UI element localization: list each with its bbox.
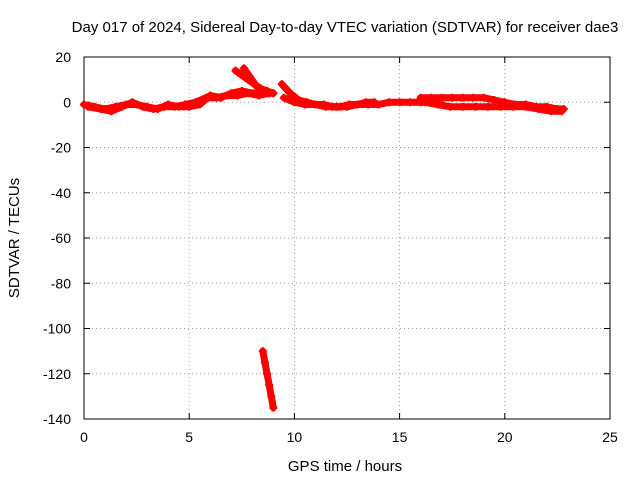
data-point (258, 347, 267, 356)
y-tick-label: -20 (51, 140, 71, 156)
data-points (80, 64, 568, 412)
data-point (149, 105, 158, 114)
data-point (233, 91, 242, 100)
data-point (311, 100, 320, 109)
data-point (483, 102, 492, 111)
data-point (84, 102, 93, 111)
data-point (496, 102, 505, 111)
data-point (437, 93, 446, 102)
data-point (279, 93, 288, 102)
x-axis-ticks: 0 5 10 15 20 25 (80, 57, 618, 445)
y-tick-label: -120 (43, 366, 71, 382)
x-axis-label: GPS time / hours (288, 458, 402, 475)
series-main-band-b (84, 89, 274, 116)
data-point (286, 89, 295, 98)
x-tick-label: 5 (185, 429, 193, 445)
data-point (252, 82, 261, 91)
data-point (490, 95, 499, 104)
data-point (138, 102, 147, 111)
y-tick-label: -40 (51, 185, 71, 201)
data-point (267, 392, 276, 401)
data-point (265, 381, 274, 390)
data-point (170, 102, 179, 111)
data-point (202, 93, 211, 102)
y-axis-ticks: -140 -120 -100 -80 -60 -40 -20 0 20 (43, 49, 610, 427)
chart-title: Day 017 of 2024, Sidereal Day-to-day VTE… (72, 19, 619, 36)
data-point (96, 105, 105, 114)
data-point (345, 100, 354, 109)
data-point (231, 66, 240, 75)
data-point (509, 102, 518, 111)
data-point (361, 98, 370, 107)
data-point (353, 100, 362, 109)
series-band (84, 89, 273, 115)
data-point (294, 95, 303, 104)
data-point (557, 107, 566, 116)
data-point (265, 89, 274, 98)
x-tick-label: 25 (602, 429, 618, 445)
data-point (223, 91, 232, 100)
series-right-band-b (420, 98, 566, 116)
data-point (239, 64, 248, 73)
data-point (458, 102, 467, 111)
data-point (416, 93, 425, 102)
x-tick-label: 0 (80, 429, 88, 445)
data-point (395, 98, 404, 107)
data-point (260, 358, 269, 367)
data-point (521, 102, 530, 111)
data-point (446, 102, 455, 111)
data-point (319, 100, 328, 109)
series-mid-band-b (277, 80, 379, 111)
x-tick-label: 10 (287, 429, 303, 445)
data-point (159, 102, 168, 111)
data-point (303, 98, 312, 107)
y-tick-label: 20 (55, 49, 71, 65)
gridlines (84, 57, 610, 419)
data-point (107, 107, 116, 116)
plot-frame (83, 56, 611, 420)
data-point (117, 102, 126, 111)
data-point (471, 102, 480, 111)
data-point (128, 98, 137, 107)
data-point (385, 98, 394, 107)
y-tick-label: -100 (43, 321, 71, 337)
y-tick-label: 0 (63, 94, 71, 110)
y-tick-label: -140 (43, 411, 71, 427)
data-point (254, 91, 263, 100)
data-point (328, 102, 337, 111)
data-point (479, 93, 488, 102)
data-point (448, 93, 457, 102)
data-point (246, 73, 255, 82)
data-point (258, 86, 267, 95)
data-point (263, 369, 272, 378)
data-point (420, 98, 429, 107)
y-tick-label: -60 (51, 230, 71, 246)
data-point (212, 93, 221, 102)
x-tick-label: 20 (497, 429, 513, 445)
data-point (469, 93, 478, 102)
data-point (277, 80, 286, 89)
data-point (534, 105, 543, 114)
data-point (547, 107, 556, 116)
series-low-cluster (258, 347, 278, 412)
y-tick-label: -80 (51, 275, 71, 291)
data-point (191, 98, 200, 107)
data-point (269, 403, 278, 412)
data-point (406, 98, 415, 107)
data-point (180, 100, 189, 109)
data-point (336, 102, 345, 111)
x-tick-label: 15 (392, 429, 408, 445)
data-point (458, 93, 467, 102)
data-point (433, 100, 442, 109)
series-upper-arc-2 (239, 64, 274, 98)
data-point (244, 89, 253, 98)
data-point (370, 98, 379, 107)
plot-border (83, 56, 611, 420)
y-axis-label: SDTVAR / TECUs (6, 178, 23, 298)
